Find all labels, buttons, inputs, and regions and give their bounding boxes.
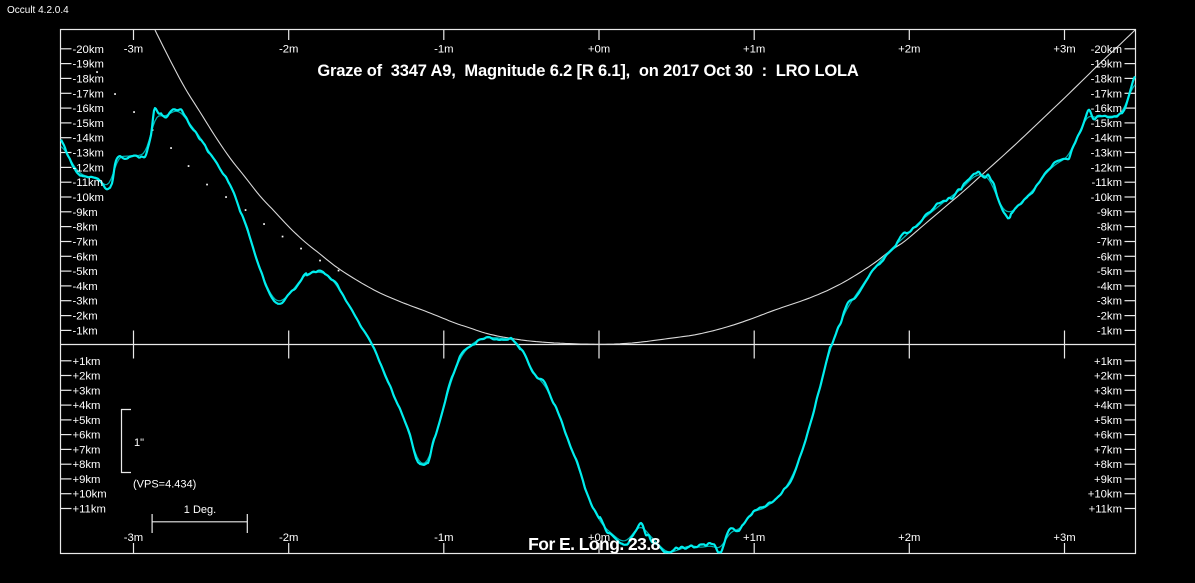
svg-text:-16km: -16km bbox=[1091, 103, 1122, 115]
svg-text:(VPS=4.434): (VPS=4.434) bbox=[133, 479, 196, 491]
svg-text:+2km: +2km bbox=[73, 371, 101, 383]
svg-text:+11km: +11km bbox=[1089, 504, 1122, 516]
svg-text:-17km: -17km bbox=[73, 88, 104, 100]
svg-text:+7km: +7km bbox=[1094, 444, 1122, 456]
svg-text:-16km: -16km bbox=[73, 103, 104, 115]
svg-text:+4km: +4km bbox=[1094, 400, 1122, 412]
svg-text:+4km: +4km bbox=[73, 400, 101, 412]
svg-text:+10km: +10km bbox=[1088, 489, 1122, 501]
svg-text:+11km: +11km bbox=[73, 504, 106, 516]
svg-text:1 Deg.: 1 Deg. bbox=[184, 504, 216, 516]
svg-text:-8km: -8km bbox=[1097, 222, 1122, 234]
svg-text:+1m: +1m bbox=[743, 532, 765, 544]
svg-text:+3m: +3m bbox=[1053, 532, 1075, 544]
svg-text:-3km: -3km bbox=[73, 296, 98, 308]
svg-text:-19km: -19km bbox=[1091, 59, 1122, 71]
svg-text:+5km: +5km bbox=[1094, 415, 1122, 427]
svg-text:-2km: -2km bbox=[1097, 311, 1122, 323]
svg-text:-10km: -10km bbox=[73, 192, 104, 204]
svg-text:+7km: +7km bbox=[73, 444, 101, 456]
svg-text:+6km: +6km bbox=[1094, 430, 1122, 442]
svg-text:-13km: -13km bbox=[1091, 148, 1122, 160]
svg-text:-14km: -14km bbox=[73, 133, 104, 145]
svg-text:-10km: -10km bbox=[1091, 192, 1122, 204]
svg-text:-20km: -20km bbox=[73, 44, 104, 56]
svg-text:-7km: -7km bbox=[1097, 237, 1122, 249]
svg-text:+1m: +1m bbox=[743, 44, 765, 56]
svg-text:-20km: -20km bbox=[1091, 44, 1122, 56]
svg-text:-3km: -3km bbox=[1097, 296, 1122, 308]
svg-text:-9km: -9km bbox=[1097, 207, 1122, 219]
svg-text:-1km: -1km bbox=[73, 325, 98, 337]
svg-text:-4km: -4km bbox=[1097, 281, 1122, 293]
svg-text:Graze of 3347 A9, Magnitude: Graze of 3347 A9, Magnitude 6.2 [R 6.1],… bbox=[317, 62, 859, 80]
svg-text:-7km: -7km bbox=[73, 237, 98, 249]
svg-text:+1km: +1km bbox=[1094, 356, 1122, 368]
svg-text:Occult 4.2.0.4: Occult 4.2.0.4 bbox=[7, 5, 69, 16]
svg-text:-12km: -12km bbox=[73, 162, 104, 174]
svg-text:-2m: -2m bbox=[279, 44, 298, 56]
svg-text:-2m: -2m bbox=[279, 532, 298, 544]
svg-text:+2km: +2km bbox=[1094, 371, 1122, 383]
svg-text:+1km: +1km bbox=[73, 356, 101, 368]
svg-text:+0m: +0m bbox=[588, 532, 610, 544]
svg-text:+8km: +8km bbox=[73, 459, 101, 471]
svg-text:+2m: +2m bbox=[898, 532, 920, 544]
svg-text:-1km: -1km bbox=[1097, 325, 1122, 337]
svg-text:-2km: -2km bbox=[73, 311, 98, 323]
svg-text:-18km: -18km bbox=[1091, 73, 1122, 85]
svg-text:-19km: -19km bbox=[73, 59, 104, 71]
svg-text:-9km: -9km bbox=[73, 207, 98, 219]
svg-text:+0m: +0m bbox=[588, 44, 610, 56]
svg-text:+3km: +3km bbox=[73, 385, 101, 397]
svg-text:-6km: -6km bbox=[73, 251, 98, 263]
svg-text:-1m: -1m bbox=[434, 532, 453, 544]
svg-text:-12km: -12km bbox=[1091, 162, 1122, 174]
svg-text:-13km: -13km bbox=[73, 148, 104, 160]
svg-text:-11km: -11km bbox=[1091, 177, 1122, 189]
svg-text:+10km: +10km bbox=[73, 489, 107, 501]
svg-text:+9km: +9km bbox=[1094, 474, 1122, 486]
svg-text:-3m: -3m bbox=[124, 532, 143, 544]
svg-text:-8km: -8km bbox=[73, 222, 98, 234]
svg-text:-18km: -18km bbox=[73, 73, 104, 85]
svg-text:For E. Long. 23.8: For E. Long. 23.8 bbox=[528, 534, 660, 554]
svg-text:-15km: -15km bbox=[1091, 118, 1122, 130]
svg-text:-3m: -3m bbox=[124, 44, 143, 56]
svg-text:+3km: +3km bbox=[1094, 385, 1122, 397]
svg-text:-17km: -17km bbox=[1091, 88, 1122, 100]
svg-text:1": 1" bbox=[134, 437, 144, 449]
svg-text:-4km: -4km bbox=[73, 281, 98, 293]
svg-text:-5km: -5km bbox=[1097, 266, 1122, 278]
svg-text:-14km: -14km bbox=[1091, 133, 1122, 145]
svg-text:-1m: -1m bbox=[434, 44, 453, 56]
svg-text:-6km: -6km bbox=[1097, 251, 1122, 263]
svg-text:+5km: +5km bbox=[73, 415, 101, 427]
svg-text:+6km: +6km bbox=[73, 430, 101, 442]
svg-text:+8km: +8km bbox=[1094, 459, 1122, 471]
svg-text:+9km: +9km bbox=[73, 474, 101, 486]
svg-text:-5km: -5km bbox=[73, 266, 98, 278]
svg-text:-11km: -11km bbox=[73, 177, 104, 189]
svg-text:-15km: -15km bbox=[73, 118, 104, 130]
svg-text:+2m: +2m bbox=[898, 44, 920, 56]
svg-text:+3m: +3m bbox=[1053, 44, 1075, 56]
